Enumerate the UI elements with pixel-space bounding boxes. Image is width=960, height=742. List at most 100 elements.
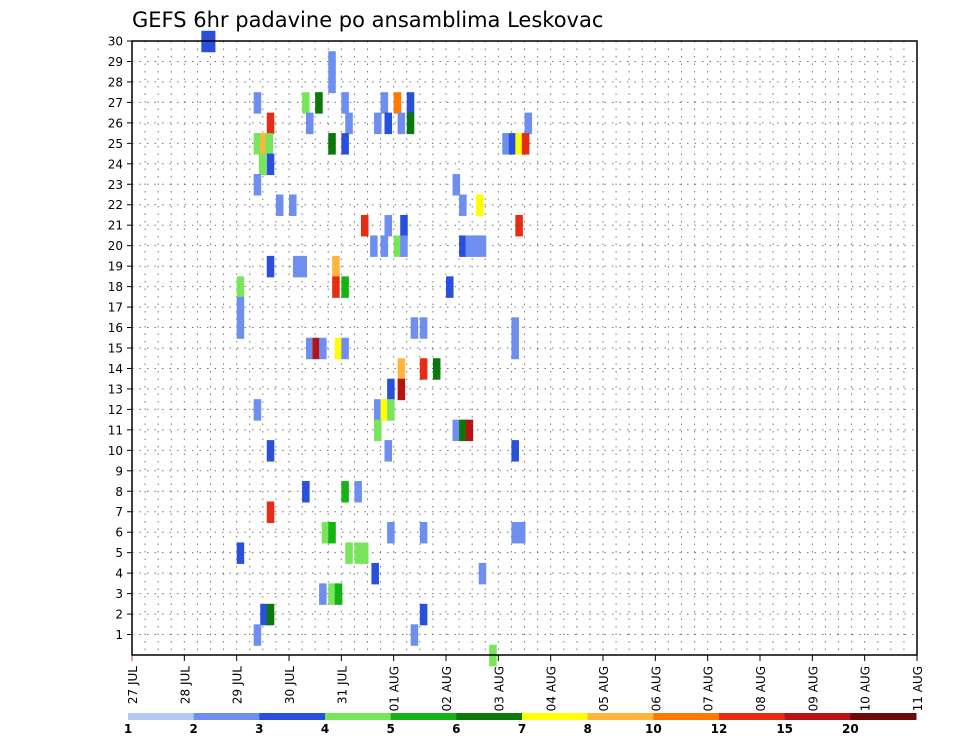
x-tick-label: 29 JUL <box>231 666 245 704</box>
y-tick-label: 21 <box>108 219 123 233</box>
x-axis: 27 JUL 28 JUL 29 JUL 30 JUL 31 JUL 01 AUG 02 A… <box>126 655 925 711</box>
data-cell <box>419 358 428 380</box>
y-tick-label: 28 <box>108 75 123 89</box>
data-cell <box>341 337 349 360</box>
data-cell <box>266 153 275 176</box>
data-cell <box>410 317 419 339</box>
x-tick-label: 07 AUG <box>702 666 716 711</box>
legend-label: 7 <box>518 722 526 736</box>
data-cell <box>511 317 519 339</box>
data-cell <box>517 521 526 544</box>
data-cell <box>253 133 262 155</box>
data-cell <box>253 92 262 114</box>
y-tick-label: 11 <box>108 423 123 437</box>
data-cell <box>332 255 340 278</box>
color-legend: 1 2 3 4 5 6 7 8 10 12 15 20 <box>124 713 917 736</box>
data-cell <box>502 133 510 155</box>
data-cell <box>432 358 441 380</box>
data-cell <box>478 235 487 257</box>
data-cell <box>328 71 336 94</box>
data-cell <box>397 378 406 401</box>
data-cell <box>374 399 382 421</box>
legend-label: 4 <box>321 722 329 736</box>
data-cell <box>515 214 523 237</box>
legend-swatch <box>390 713 457 720</box>
data-cell <box>236 317 245 339</box>
y-tick-label: 4 <box>115 567 123 581</box>
data-cell <box>253 624 262 646</box>
data-cell <box>384 214 393 237</box>
legend-swatch <box>128 713 195 720</box>
data-cell <box>410 624 419 646</box>
legend-swatch <box>259 713 326 720</box>
legend-swatch <box>850 713 917 720</box>
data-cell <box>302 92 310 114</box>
data-cell <box>478 562 487 585</box>
y-tick-label: 12 <box>108 403 123 417</box>
x-tick-label: 28 JUL <box>178 666 192 704</box>
data-cell <box>341 276 349 298</box>
x-tick-label: 01 AUG <box>388 666 402 711</box>
legend-label: 15 <box>776 722 793 736</box>
data-cell <box>334 337 343 360</box>
x-tick-label: 31 JUL <box>335 666 349 704</box>
data-cell <box>260 133 268 155</box>
data-cell <box>266 112 275 135</box>
x-tick-label: 30 JUL <box>283 666 297 704</box>
legend-swatch <box>653 713 720 720</box>
data-cell <box>328 133 336 155</box>
y-tick-label: 8 <box>115 485 123 499</box>
y-tick-label: 15 <box>108 342 123 356</box>
y-tick-label: 27 <box>108 96 123 110</box>
data-cell <box>341 481 349 503</box>
data-cell <box>328 521 336 544</box>
data-cell <box>236 276 245 298</box>
y-tick-label: 18 <box>108 280 123 294</box>
x-tick-label: 03 AUG <box>492 666 506 711</box>
legend-swatch <box>522 713 589 720</box>
data-cell <box>400 235 408 257</box>
data-cell <box>459 419 467 442</box>
data-cell <box>302 481 310 503</box>
data-cell <box>292 255 301 278</box>
y-tick-label: 3 <box>115 587 123 601</box>
x-tick-label: 02 AUG <box>440 666 454 711</box>
data-cell <box>289 194 297 216</box>
plot-frame <box>131 40 918 656</box>
data-cell <box>354 481 362 503</box>
y-tick-label: 17 <box>108 301 123 315</box>
x-tick-label: 09 AUG <box>806 666 820 711</box>
y-tick-label: 26 <box>108 116 123 130</box>
data-cell <box>400 214 408 237</box>
x-tick-label: 10 AUG <box>859 666 873 711</box>
data-cell <box>393 235 402 257</box>
data-cell <box>341 133 349 155</box>
legend-label: 6 <box>452 722 460 736</box>
data-cell <box>419 317 428 339</box>
data-cell <box>511 440 519 462</box>
data-cell <box>266 501 275 523</box>
data-cells <box>201 30 533 667</box>
data-cell <box>511 521 519 544</box>
data-cell <box>299 255 308 278</box>
legend-swatch <box>193 713 260 720</box>
data-cell <box>524 112 533 135</box>
legend-swatch <box>719 713 786 720</box>
legend-label: 3 <box>255 722 263 736</box>
y-tick-label: 19 <box>108 260 123 274</box>
data-cell <box>384 112 393 135</box>
data-cell <box>345 542 353 564</box>
data-cell <box>319 337 327 360</box>
data-cell <box>387 399 395 421</box>
data-cell <box>253 399 262 421</box>
data-cell <box>393 92 402 114</box>
data-cell <box>275 194 284 216</box>
y-tick-label: 13 <box>108 382 123 396</box>
data-cell <box>312 337 321 360</box>
y-tick-label: 6 <box>115 526 123 540</box>
data-cell <box>354 542 362 564</box>
x-tick-label: 08 AUG <box>754 666 768 711</box>
data-cell <box>360 214 369 237</box>
data-cell <box>370 235 378 257</box>
